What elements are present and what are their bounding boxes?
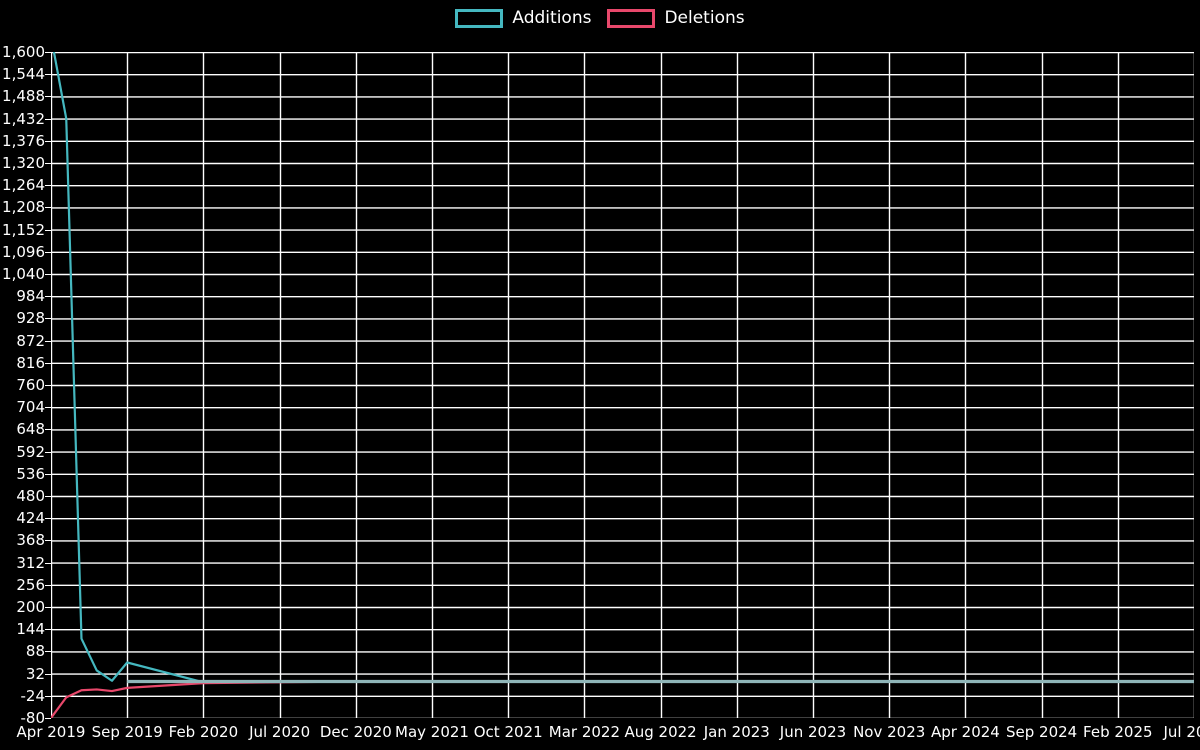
y-tick-mark (45, 429, 51, 431)
x-tick-label: Mar 2022 (548, 723, 621, 741)
x-tick-label: Apr 2019 (16, 723, 86, 741)
y-tick-label: 1,208 (2, 198, 45, 217)
x-tick-label: Jan 2023 (703, 723, 770, 741)
y-tick-label: 1,432 (2, 109, 45, 128)
y-tick-mark (45, 296, 51, 298)
y-tick-mark (45, 251, 51, 253)
y-tick-mark (45, 473, 51, 475)
x-tick-label: Jul 2025 (1163, 723, 1200, 741)
y-tick-mark (45, 673, 51, 675)
y-tick-mark (45, 407, 51, 409)
y-tick-label: 1,320 (2, 154, 45, 172)
y-tick-label: 928 (16, 309, 45, 328)
y-tick-label: 704 (16, 398, 45, 417)
y-tick-label: 1,376 (2, 131, 45, 150)
legend-item-additions[interactable]: Additions (455, 7, 592, 28)
y-axis: 1,600 1,544 1,488 1,432 1,376 1,320 1,264 1,208… (0, 0, 51, 750)
y-tick-label: 984 (16, 287, 45, 306)
x-tick-label: Nov 2023 (853, 723, 926, 741)
x-tick-label: Dec 2020 (319, 723, 392, 741)
y-tick-mark (45, 607, 51, 608)
x-tick-label: Sep 2024 (1005, 723, 1078, 741)
y-tick-label: 536 (16, 464, 45, 483)
y-tick-mark (45, 229, 51, 231)
y-tick-mark (45, 74, 51, 76)
y-tick-label: 144 (16, 620, 45, 639)
y-tick-label: 1,040 (2, 265, 45, 283)
y-tick-mark (45, 584, 51, 586)
y-tick-mark (45, 52, 51, 53)
y-tick-mark (45, 340, 51, 342)
chart-legend: Additions Deletions (0, 0, 1200, 36)
legend-label-deletions: Deletions (664, 7, 745, 28)
x-tick-label: Sep 2019 (91, 723, 163, 741)
y-tick-mark (45, 718, 51, 719)
y-tick-mark (45, 651, 51, 653)
y-tick-mark (45, 140, 51, 142)
y-tick-label: 1,096 (2, 242, 45, 261)
y-tick-label: 1,488 (2, 87, 45, 106)
y-tick-label: 1,600 (2, 43, 45, 61)
y-tick-label: 648 (16, 420, 45, 439)
y-tick-label: 1,544 (2, 65, 45, 84)
y-tick-label: -24 (20, 686, 46, 705)
x-tick-label: May 2021 (395, 723, 469, 741)
y-tick-mark (45, 451, 51, 453)
y-tick-mark (45, 318, 51, 320)
y-tick-mark (45, 207, 51, 209)
y-tick-mark (45, 274, 51, 275)
y-tick-label: -80 (20, 709, 46, 727)
y-tick-mark (45, 385, 51, 386)
y-tick-mark (45, 362, 51, 364)
y-tick-mark (45, 518, 51, 520)
x-tick-label: Oct 2021 (473, 723, 543, 741)
y-tick-label: 1,264 (2, 176, 45, 195)
vertical-gridlines (51, 52, 1194, 718)
x-tick-label: Apr 2024 (930, 723, 1000, 741)
y-tick-mark (45, 185, 51, 187)
horizontal-gridlines (51, 52, 1194, 718)
x-tick-label: Feb 2025 (1083, 723, 1153, 741)
y-tick-mark (45, 96, 51, 98)
y-tick-label: 816 (16, 353, 45, 372)
x-tick-label: Feb 2020 (168, 723, 239, 741)
y-tick-label: 872 (16, 331, 45, 350)
plot-svg (51, 52, 1194, 718)
y-tick-label: 200 (16, 598, 45, 616)
y-tick-label: 312 (16, 553, 45, 572)
y-tick-mark (45, 562, 51, 564)
legend-item-deletions[interactable]: Deletions (607, 7, 745, 28)
y-tick-label: 592 (16, 442, 45, 461)
y-tick-mark (45, 695, 51, 697)
x-tick-label: Jul 2020 (249, 723, 311, 741)
y-tick-label: 256 (16, 575, 45, 594)
x-tick-label: Jun 2023 (779, 723, 847, 741)
y-tick-label: 424 (16, 509, 45, 528)
legend-swatch-deletions (607, 8, 656, 28)
legend-swatch-additions (455, 8, 504, 28)
y-tick-label: 88 (25, 642, 45, 661)
y-tick-mark (45, 629, 51, 631)
y-tick-mark (45, 118, 51, 120)
legend-label-additions: Additions (512, 7, 592, 28)
y-tick-label: 1,152 (2, 220, 45, 239)
plot-area (51, 52, 1194, 718)
y-tick-label: 760 (16, 376, 45, 394)
y-tick-label: 480 (16, 487, 45, 505)
y-tick-mark (45, 540, 51, 542)
y-tick-mark (45, 163, 51, 164)
y-tick-label: 32 (25, 664, 45, 683)
y-tick-mark (45, 496, 51, 497)
y-tick-label: 368 (16, 531, 45, 550)
x-tick-label: Aug 2022 (624, 723, 697, 741)
